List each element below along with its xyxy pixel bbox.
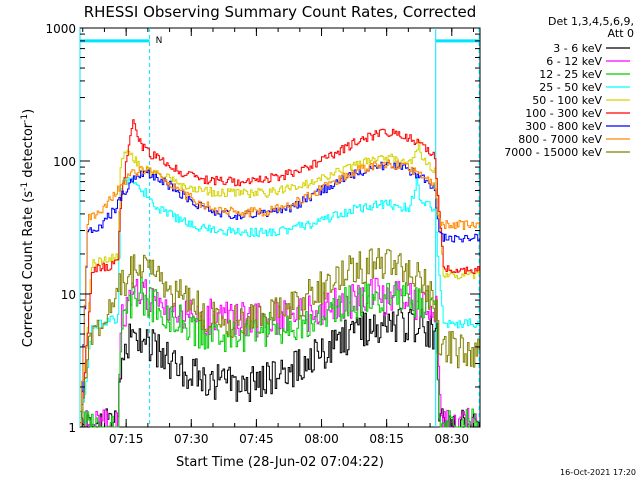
legend-title: Det 1,3,4,5,6,9, [548,15,634,28]
series-line-4 [80,139,480,428]
x-tick-label: 08:30 [434,432,469,446]
y-tick-label: 1 [68,421,76,435]
axis-ticks: 07:15 07:30 07:45 08:00 08:15 08:30 1 10 100 1000 [45,22,480,446]
chart-title: RHESSI Observing Summary Count Rates, Co… [84,3,477,21]
legend-entry-label: 12 - 25 keV [539,68,602,81]
plot-area-frame [79,27,481,428]
x-tick-label: 07:15 [109,432,144,446]
legend-entry-label: 25 - 50 keV [539,81,602,94]
x-axis-label: Start Time (28-Jun-02 07:04:22) [176,455,384,470]
series-line-8 [80,248,480,420]
legend-entry-label: 50 - 100 keV [532,94,602,107]
legend-entry-label: 800 - 7000 keV [518,133,602,146]
legend-title: Att 0 [608,27,634,40]
saa-marker-label: N [156,36,163,46]
series-line-7 [80,159,480,428]
x-tick-label: 08:00 [304,432,339,446]
legend-entry-label: 3 - 6 keV [553,42,602,55]
y-tick-label: 100 [53,155,76,169]
night-intervals [79,28,480,427]
series-line-0 [80,307,480,428]
y-tick-label: 1000 [45,22,76,36]
series-lines [80,119,480,428]
y-axis-label: Corrected Count Rate (s-1 detector-1) [20,109,36,347]
legend-entry-label: 300 - 800 keV [525,120,602,133]
series-line-6 [80,161,480,428]
x-tick-label: 08:15 [369,432,404,446]
footer-timestamp: 16-Oct-2021 17:20 [560,468,636,477]
series-line-2 [80,277,480,428]
series-line-5 [80,119,480,424]
legend-entry-label: 100 - 300 keV [525,107,602,120]
series-line-3 [80,176,480,428]
legend-entry-label: 7000 - 15000 keV [504,146,602,159]
x-tick-label: 07:45 [239,432,274,446]
x-tick-label: 07:30 [174,432,209,446]
y-tick-label: 10 [61,288,76,302]
legend-entry-label: 6 - 12 keV [546,55,602,68]
